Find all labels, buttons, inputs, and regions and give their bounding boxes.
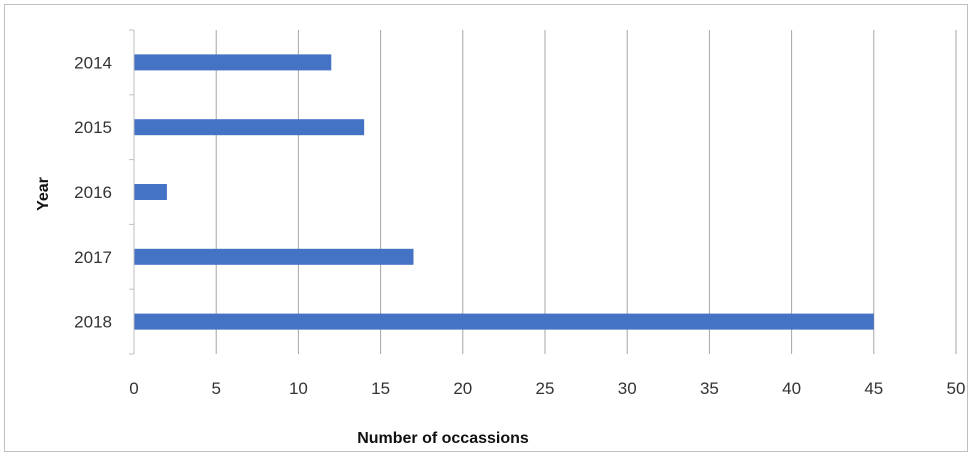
gridlines bbox=[215, 30, 957, 354]
y-tick-label-2017: 2017 bbox=[74, 248, 112, 267]
x-tick-label-5: 5 bbox=[211, 379, 220, 398]
x-tick-label-35: 35 bbox=[700, 379, 719, 398]
x-tick-label-40: 40 bbox=[782, 379, 801, 398]
x-tick-label-15: 15 bbox=[371, 379, 390, 398]
bar-2017 bbox=[134, 248, 414, 265]
x-axis-title: Number of occassions bbox=[357, 430, 529, 447]
y-tick-label-2016: 2016 bbox=[74, 183, 112, 202]
tick-labels: 0 5 10 15 20 25 30 35 40 45 50 2014 2015 2016 2017 2018 bbox=[74, 53, 965, 398]
x-tick-label-50: 50 bbox=[947, 379, 966, 398]
axes bbox=[129, 29, 135, 355]
x-tick-label-0: 0 bbox=[129, 379, 138, 398]
y-axis-title: Year bbox=[35, 177, 52, 211]
x-tick-label-10: 10 bbox=[289, 379, 308, 398]
y-tick-label-2015: 2015 bbox=[74, 118, 112, 137]
x-tick-label-25: 25 bbox=[536, 379, 555, 398]
x-tick-label-30: 30 bbox=[618, 379, 637, 398]
y-tick-label-2014: 2014 bbox=[74, 53, 112, 72]
x-tick-label-20: 20 bbox=[453, 379, 472, 398]
bar-2018 bbox=[134, 313, 874, 330]
bar-2015 bbox=[134, 119, 365, 136]
chart-frame bbox=[4, 4, 968, 452]
bar-2014 bbox=[134, 54, 332, 71]
x-tick-label-45: 45 bbox=[864, 379, 883, 398]
bars bbox=[134, 54, 874, 330]
bar-2016 bbox=[134, 184, 167, 200]
y-tick-label-2018: 2018 bbox=[74, 313, 112, 332]
